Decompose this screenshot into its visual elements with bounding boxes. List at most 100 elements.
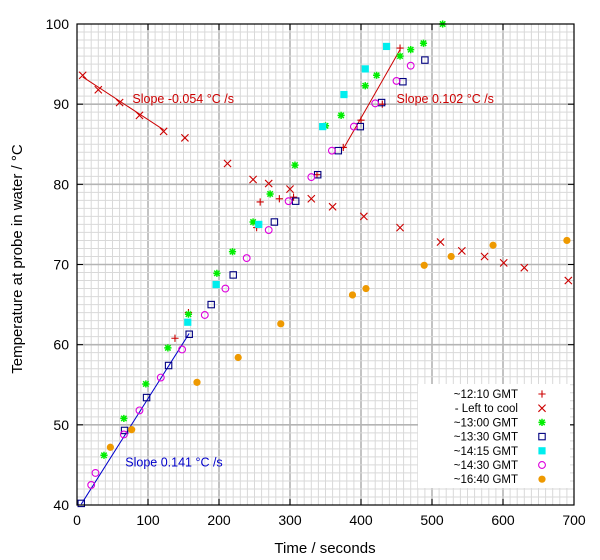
marker-square [538,432,546,441]
data-point [91,468,100,477]
data-point [223,159,232,168]
data-point [228,248,237,256]
data-point [284,197,293,206]
marker-square [142,393,151,402]
marker-x [520,263,529,272]
x-tick-label: 500 [420,512,444,528]
data-point [420,261,428,269]
marker-star [407,46,415,54]
data-point [249,175,258,184]
marker-star [538,418,546,426]
legend-label: ~13:00 GMT [454,417,518,429]
marker-star [100,451,108,459]
data-point [457,246,466,255]
data-point [382,42,391,51]
data-point [392,76,401,85]
marker-filled-circle [362,284,370,293]
data-point [171,334,179,342]
marker-filled-square [538,447,546,455]
marker-x [564,276,573,285]
marker-circle [406,61,415,70]
data-point [142,393,151,402]
trendlines: Slope -0.054 °C /s Slope 0.102 °C /s Slope… [80,49,494,505]
marker-circle [200,311,209,319]
data-point [419,39,428,47]
marker-plus [396,44,404,52]
marker-star [164,344,172,352]
data-point [349,122,358,131]
marker-x [180,133,189,142]
data-point [489,241,497,249]
data-point [264,226,273,234]
marker-filled-circle [489,241,497,249]
marker-star [184,310,193,318]
legend-label: - Left to cool [455,403,518,415]
data-point [307,173,316,182]
x-tick-label: 200 [207,512,231,528]
data-point [100,451,108,459]
data-point [337,111,345,119]
data-point [327,146,336,155]
marker-filled-square [212,280,220,289]
data-point [289,193,298,201]
trendline [82,76,164,131]
marker-star [373,71,381,79]
data-point [106,443,114,451]
marker-filled-square [382,42,391,51]
marker-circle [221,284,230,293]
marker-filled-circle [420,261,428,269]
marker-x [135,111,144,120]
data-point [142,380,150,388]
y-tick-label: 60 [53,337,69,353]
data-point [480,252,489,261]
marker-x [436,238,445,247]
data-point [361,65,369,73]
data-point [396,44,404,52]
data-point [135,406,144,415]
marker-filled-circle [538,475,546,483]
marker-star [291,161,299,169]
data-point [212,280,220,289]
marker-filled-square [319,123,327,131]
marker-square [164,361,173,370]
data-point [159,127,168,136]
marker-x [307,194,316,203]
data-point [373,71,381,79]
marker-filled-circle [128,426,136,434]
data-point [156,373,165,382]
marker-filled-circle [447,252,455,261]
legend-label: ~13:30 GMT [454,432,518,444]
data-point [115,98,124,107]
legend-label: ~14:15 GMT [454,446,518,458]
marker-plus [538,390,546,398]
marker-filled-square [184,318,192,326]
marker-filled-square [340,90,348,99]
legend-marker [538,475,546,483]
data-point [249,218,257,226]
legend-marker [538,432,546,441]
marker-star [266,190,274,198]
legend-marker [538,404,546,413]
data-point [407,46,415,54]
data-point [128,426,136,434]
data-point [120,426,129,435]
data-point [277,320,285,328]
legend-marker [538,390,546,398]
data-point [357,116,365,124]
data-point [359,212,368,221]
y-tick-label: 50 [53,417,69,433]
marker-circle [371,99,380,108]
data-point [371,99,380,108]
legend-label: ~12:10 GMT [454,389,518,401]
marker-star [228,248,237,256]
marker-square [313,170,322,179]
data-point [87,481,96,489]
data-point [178,345,187,354]
marker-star [337,111,345,119]
marker-star [361,82,369,90]
y-axis-label: Temperature at probe in water / °C [9,144,26,374]
data-point [256,198,264,206]
legend-marker [538,418,546,426]
x-tick-label: 300 [278,512,302,528]
data-point [266,190,274,198]
